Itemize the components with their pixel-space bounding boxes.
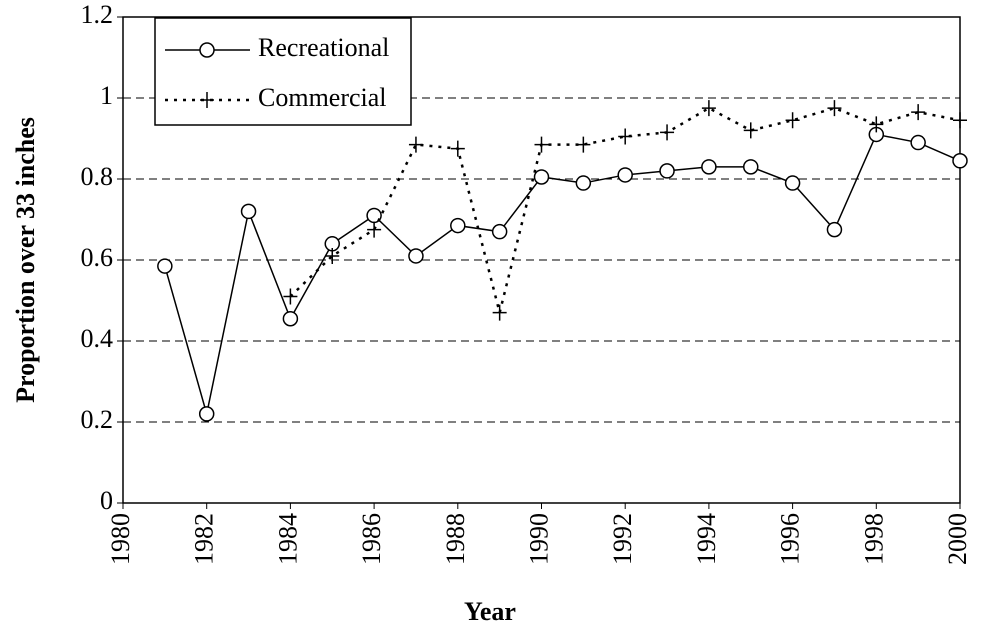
point (743, 122, 758, 139)
point (576, 136, 591, 153)
point (533, 169, 550, 185)
point (826, 221, 843, 238)
point (785, 112, 800, 129)
x-tick-label: 1986 (357, 513, 386, 565)
series-line (164, 133, 961, 415)
x-tick-label: 1998 (859, 513, 888, 565)
point (492, 304, 507, 321)
y-tick-label: 0.2 (81, 405, 114, 434)
legend-box (154, 17, 412, 126)
point (198, 406, 215, 422)
x-tick-label: 1982 (190, 513, 219, 565)
point (701, 159, 717, 175)
point (408, 136, 423, 153)
y-tick-label: 0 (100, 486, 113, 515)
point (784, 175, 801, 191)
x-tick-label: 1984 (273, 513, 302, 565)
point (910, 134, 926, 151)
x-tick-label: 2000 (943, 513, 972, 565)
point (701, 100, 716, 117)
point (575, 175, 592, 191)
point (743, 159, 759, 175)
point (953, 112, 967, 129)
y-tick-label: 0.4 (81, 324, 114, 353)
point (157, 258, 173, 274)
y-tick-label: 1 (100, 81, 113, 110)
legend-marker (200, 92, 214, 108)
point (618, 128, 633, 145)
point (869, 116, 884, 133)
point (617, 167, 633, 183)
point (827, 100, 842, 117)
point (240, 203, 257, 220)
point (283, 288, 298, 305)
point (450, 140, 465, 157)
point (534, 136, 549, 153)
y-axis-label: Proportion over 33 inches (11, 117, 40, 403)
point (660, 124, 675, 141)
x-tick-label: 1992 (608, 513, 637, 565)
x-tick-label: 1994 (692, 513, 721, 565)
point (659, 163, 675, 179)
legend-label: Recreational (258, 33, 389, 62)
legend: Recreational Commercial (154, 17, 412, 126)
legend-label: Commercial (258, 83, 387, 112)
y-tick-label: 1.2 (81, 0, 114, 29)
x-tick-label: 1988 (441, 513, 470, 565)
x-tick-label: 1996 (776, 513, 805, 565)
point (408, 248, 424, 264)
plot-frame (122, 16, 961, 504)
x-axis-label: Year (464, 597, 516, 626)
point (952, 153, 968, 169)
point (911, 104, 926, 121)
point (491, 223, 508, 240)
y-tick-label: 0.6 (81, 243, 114, 272)
point (450, 217, 466, 234)
point (367, 221, 382, 238)
y-tick-label: 0.8 (81, 162, 114, 191)
x-tick-label: 1980 (106, 513, 135, 565)
legend-marker (199, 42, 215, 58)
point (282, 310, 299, 327)
x-tick-label: 1990 (524, 513, 553, 565)
point (325, 247, 340, 264)
series-line (289, 106, 961, 313)
